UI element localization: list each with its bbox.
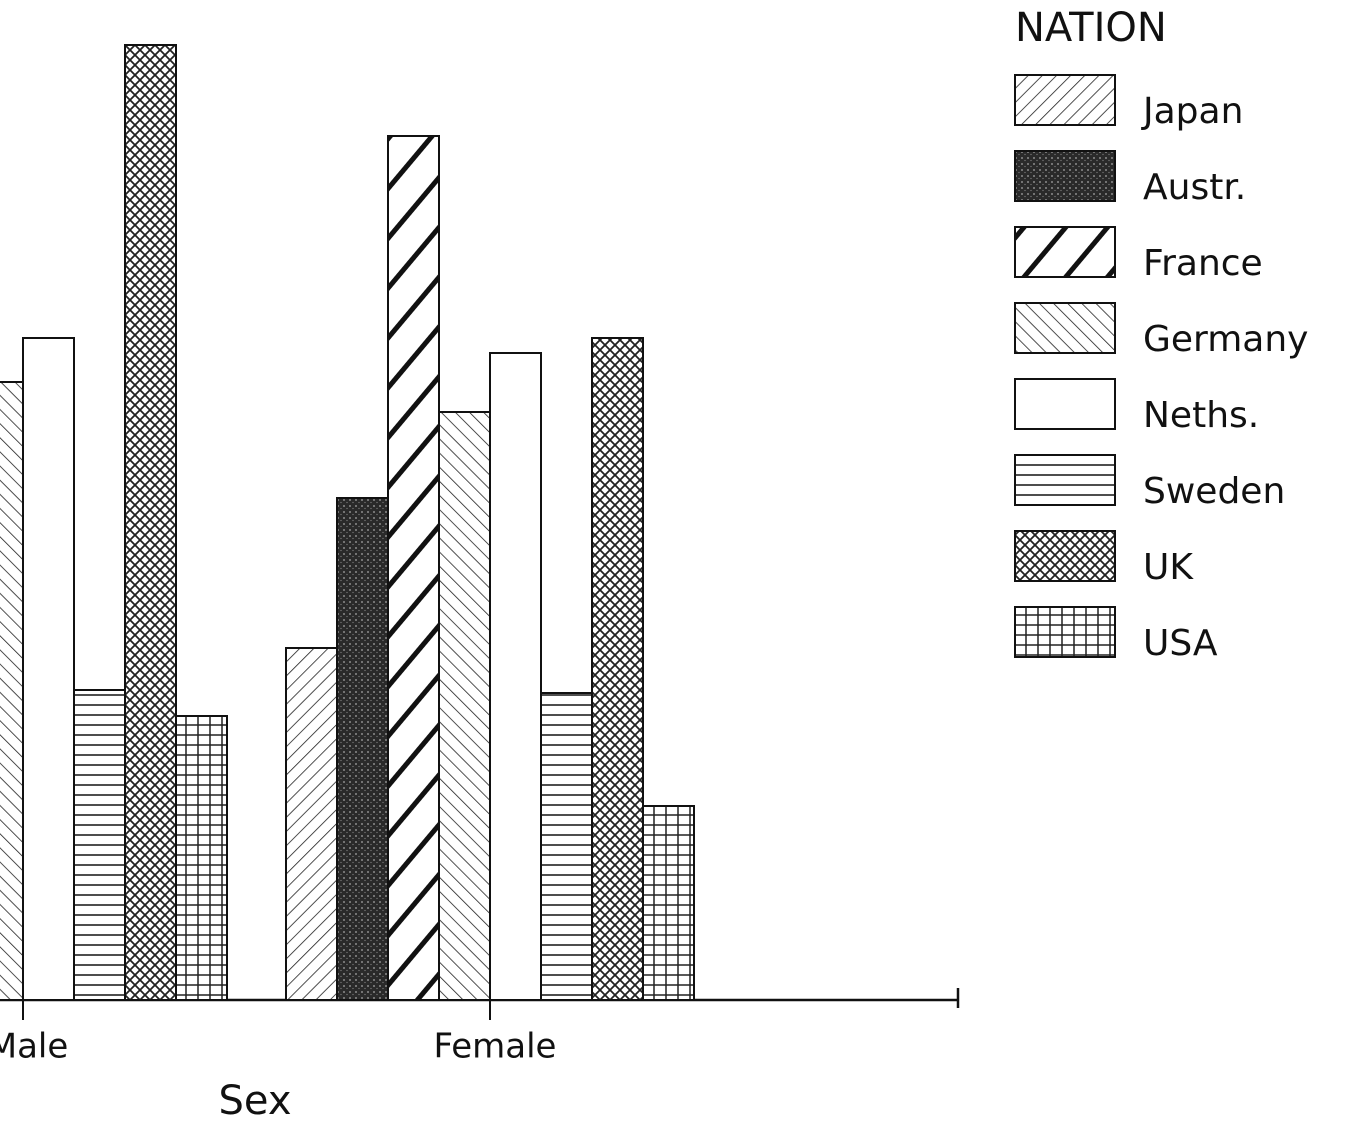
legend-label: Neths. — [1143, 395, 1259, 436]
bar — [22, 337, 75, 1001]
legend-title: NATION — [1015, 5, 1167, 51]
bar — [285, 647, 338, 1001]
legend-swatch — [1014, 530, 1116, 582]
legend-label: Germany — [1143, 319, 1308, 360]
legend-swatch — [1014, 74, 1116, 126]
bar — [387, 135, 440, 1001]
legend-label: France — [1143, 243, 1263, 284]
bar — [336, 497, 389, 1001]
legend-swatch — [1014, 378, 1116, 430]
legend-label: USA — [1143, 623, 1218, 664]
bar — [0, 381, 24, 1001]
legend-swatch — [1014, 150, 1116, 202]
x-tick-label: Male — [0, 1027, 68, 1067]
x-axis-label: Sex — [219, 1078, 292, 1121]
bar — [642, 805, 695, 1001]
bar — [124, 44, 177, 1001]
legend-label: Sweden — [1143, 471, 1285, 512]
bar — [540, 692, 593, 1001]
bar — [175, 715, 228, 1001]
x-tick-label: Female — [434, 1027, 557, 1067]
legend-label: Austr. — [1143, 167, 1246, 208]
bar — [489, 352, 542, 1001]
legend-swatch — [1014, 226, 1116, 278]
legend-label: UK — [1143, 547, 1194, 588]
bar — [73, 689, 126, 1001]
legend-swatch — [1014, 302, 1116, 354]
bar — [438, 411, 491, 1001]
bar — [591, 337, 644, 1001]
legend-swatch — [1014, 606, 1116, 658]
legend-label: Japan — [1141, 91, 1243, 132]
legend-swatch — [1014, 454, 1116, 506]
